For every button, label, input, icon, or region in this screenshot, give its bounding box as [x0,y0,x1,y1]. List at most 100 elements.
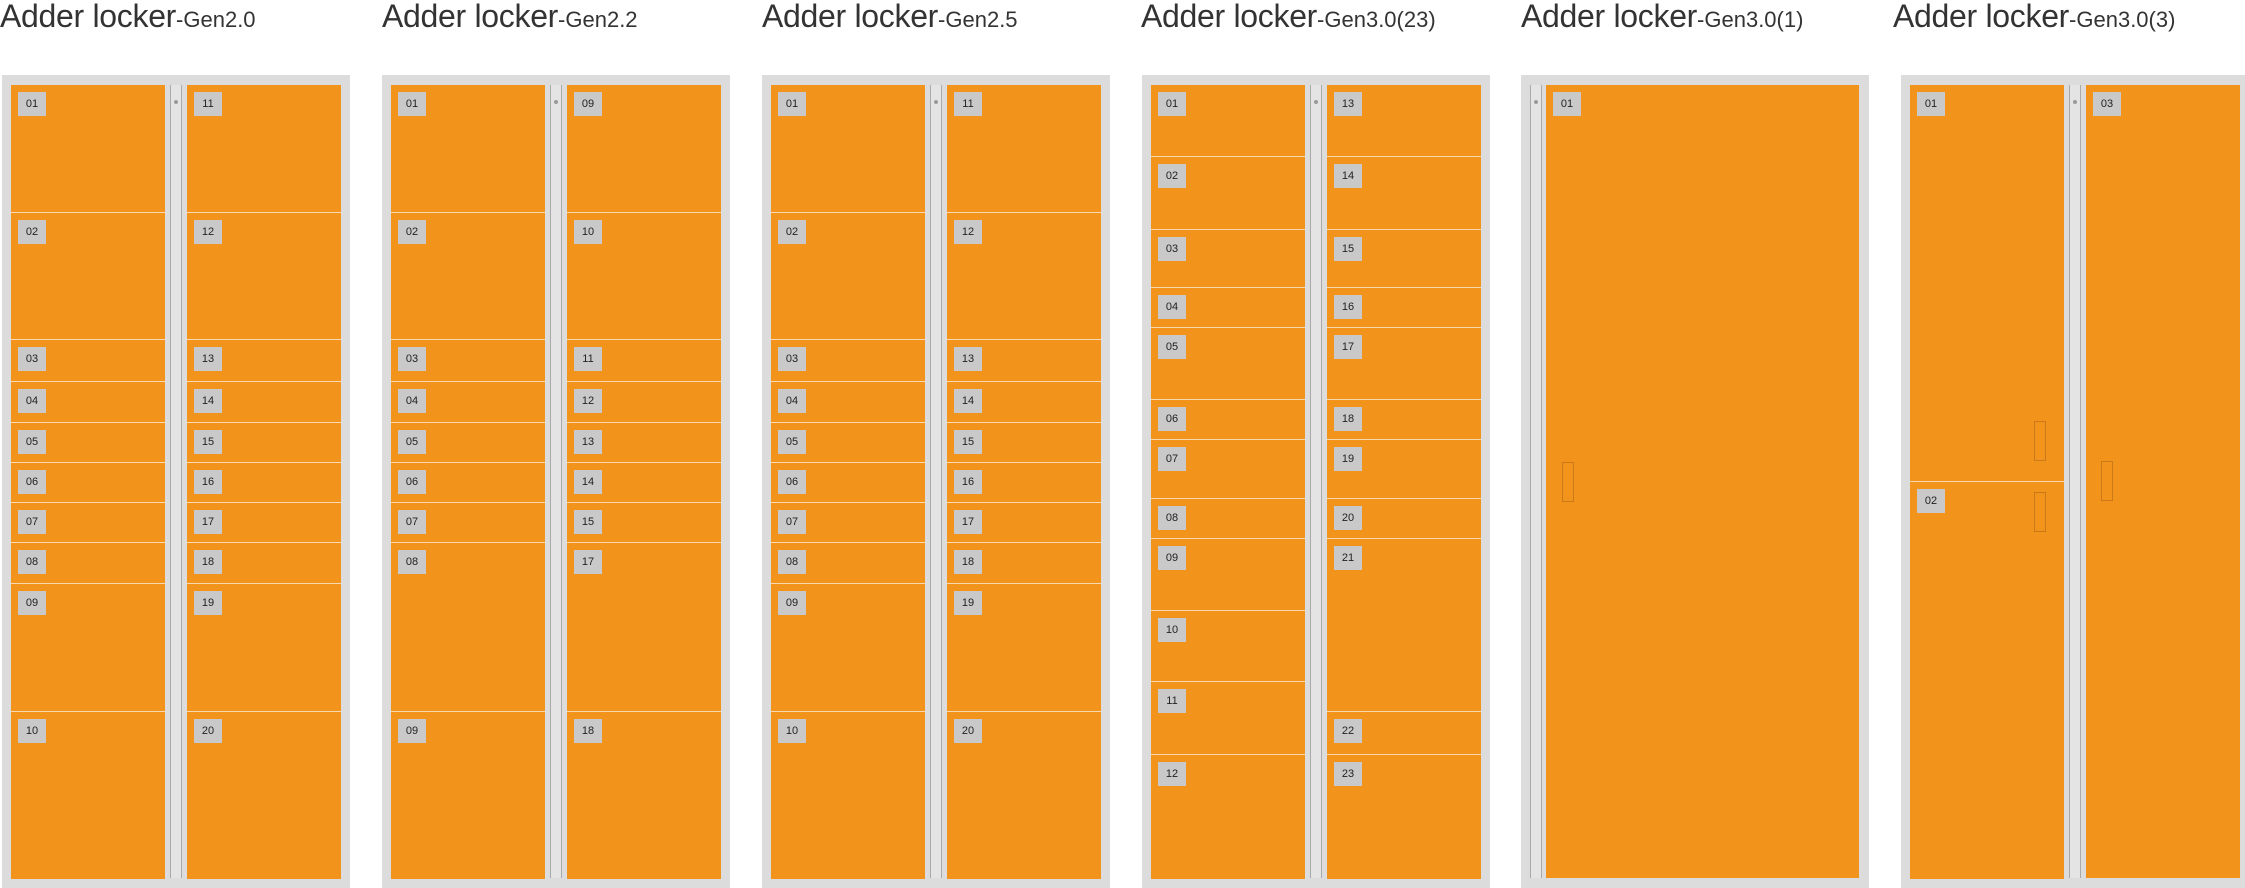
locker-door[interactable]: 04 [11,381,165,423]
door-number-label: 06 [18,470,46,494]
locker-door[interactable]: 08 [391,542,545,712]
locker-door[interactable]: 01 [391,85,545,212]
locker-door[interactable]: 09 [567,85,721,212]
door-number-label: 17 [954,510,982,534]
locker-door[interactable]: 03 [2086,85,2240,878]
locker-door[interactable]: 06 [391,462,545,503]
locker-cabinet-gen20: 01 02 03 04 05 06 07 08 09 10 11 12 13 14 15 16 17 18 19 20 [2,75,350,888]
locker-door[interactable]: 09 [11,583,165,712]
locker-door[interactable]: 13 [1327,85,1481,156]
locker-door[interactable]: 06 [1151,399,1305,440]
locker-door[interactable]: 07 [391,502,545,543]
locker-door[interactable]: 01 [11,85,165,212]
locker-door[interactable]: 05 [391,422,545,463]
locker-title-model: -Gen2.0 [176,7,256,32]
locker-door[interactable]: 13 [187,339,341,382]
locker-door[interactable]: 19 [187,583,341,712]
locker-door[interactable]: 19 [1327,439,1481,499]
locker-door[interactable]: 01 [1151,85,1305,156]
locker-door[interactable]: 02 [771,212,925,340]
locker-door[interactable]: 08 [1151,498,1305,539]
locker-door[interactable]: 12 [947,212,1101,340]
locker-door[interactable]: 18 [947,542,1101,584]
locker-door[interactable]: 14 [947,381,1101,423]
door-handle-icon[interactable] [2034,421,2046,461]
door-handle-icon[interactable] [2101,461,2113,501]
locker-door[interactable]: 15 [947,422,1101,463]
locker-door[interactable]: 02 [391,212,545,340]
locker-door[interactable]: 09 [771,583,925,712]
locker-door[interactable]: 02 [11,212,165,340]
locker-door[interactable]: 03 [391,339,545,382]
door-handle-icon[interactable] [1562,462,1574,502]
locker-door[interactable]: 12 [187,212,341,340]
locker-door[interactable]: 01 [771,85,925,212]
locker-door[interactable]: 06 [771,462,925,503]
locker-door[interactable]: 07 [11,502,165,543]
locker-door[interactable]: 22 [1327,711,1481,755]
door-number-label: 23 [1334,762,1362,786]
locker-door[interactable]: 01 [1546,85,1859,878]
locker-door[interactable]: 03 [771,339,925,382]
locker-door[interactable]: 18 [187,542,341,584]
locker-door[interactable]: 14 [1327,156,1481,230]
locker-door[interactable]: 15 [567,502,721,543]
locker-door[interactable]: 09 [391,711,545,879]
locker-door[interactable]: 02 [1910,481,2064,879]
locker-door[interactable]: 01 [1910,85,2064,481]
locker-door[interactable]: 16 [947,462,1101,503]
locker-door[interactable]: 16 [1327,287,1481,328]
locker-door[interactable]: 13 [567,422,721,463]
locker-door[interactable]: 10 [1151,610,1305,682]
locker-door[interactable]: 17 [947,502,1101,543]
locker-door[interactable]: 23 [1327,754,1481,879]
locker-door[interactable]: 12 [1151,754,1305,879]
door-number-label: 12 [194,220,222,244]
locker-door[interactable]: 09 [1151,538,1305,611]
locker-door[interactable]: 12 [567,381,721,423]
locker-door[interactable]: 11 [947,85,1101,212]
locker-door[interactable]: 10 [567,212,721,340]
door-number-label: 11 [574,347,602,371]
locker-title-main: Adder locker [762,0,939,34]
locker-door[interactable]: 14 [187,381,341,423]
locker-door[interactable]: 17 [1327,327,1481,400]
locker-door[interactable]: 13 [947,339,1101,382]
locker-door[interactable]: 18 [1327,399,1481,440]
locker-door[interactable]: 03 [11,339,165,382]
locker-door[interactable]: 20 [187,711,341,879]
locker-door[interactable]: 04 [1151,287,1305,328]
locker-door[interactable]: 15 [1327,229,1481,288]
locker-door[interactable]: 17 [187,502,341,543]
door-number-label: 01 [778,92,806,116]
locker-door[interactable]: 06 [11,462,165,503]
locker-door[interactable]: 05 [11,422,165,463]
locker-door[interactable]: 17 [567,542,721,712]
locker-door[interactable]: 10 [11,711,165,879]
locker-door[interactable]: 10 [771,711,925,879]
locker-door[interactable]: 08 [11,542,165,584]
locker-door[interactable]: 05 [771,422,925,463]
locker-door[interactable]: 14 [567,462,721,503]
locker-door[interactable]: 02 [1151,156,1305,230]
locker-door[interactable]: 20 [1327,498,1481,539]
locker-door[interactable]: 11 [1151,681,1305,755]
locker-door[interactable]: 11 [187,85,341,212]
locker-door[interactable]: 07 [1151,439,1305,499]
locker-title-main: Adder locker [1893,0,2070,34]
door-handle-icon[interactable] [2034,492,2046,532]
locker-door[interactable]: 16 [187,462,341,503]
locker-door[interactable]: 21 [1327,538,1481,712]
locker-door[interactable]: 15 [187,422,341,463]
locker-door[interactable]: 03 [1151,229,1305,288]
locker-door[interactable]: 05 [1151,327,1305,400]
locker-door[interactable]: 04 [391,381,545,423]
locker-door[interactable]: 18 [567,711,721,879]
locker-door[interactable]: 19 [947,583,1101,712]
locker-title-model: -Gen3.0(1) [1697,7,1804,32]
locker-door[interactable]: 08 [771,542,925,584]
locker-door[interactable]: 07 [771,502,925,543]
locker-door[interactable]: 20 [947,711,1101,879]
locker-door[interactable]: 11 [567,339,721,382]
locker-door[interactable]: 04 [771,381,925,423]
